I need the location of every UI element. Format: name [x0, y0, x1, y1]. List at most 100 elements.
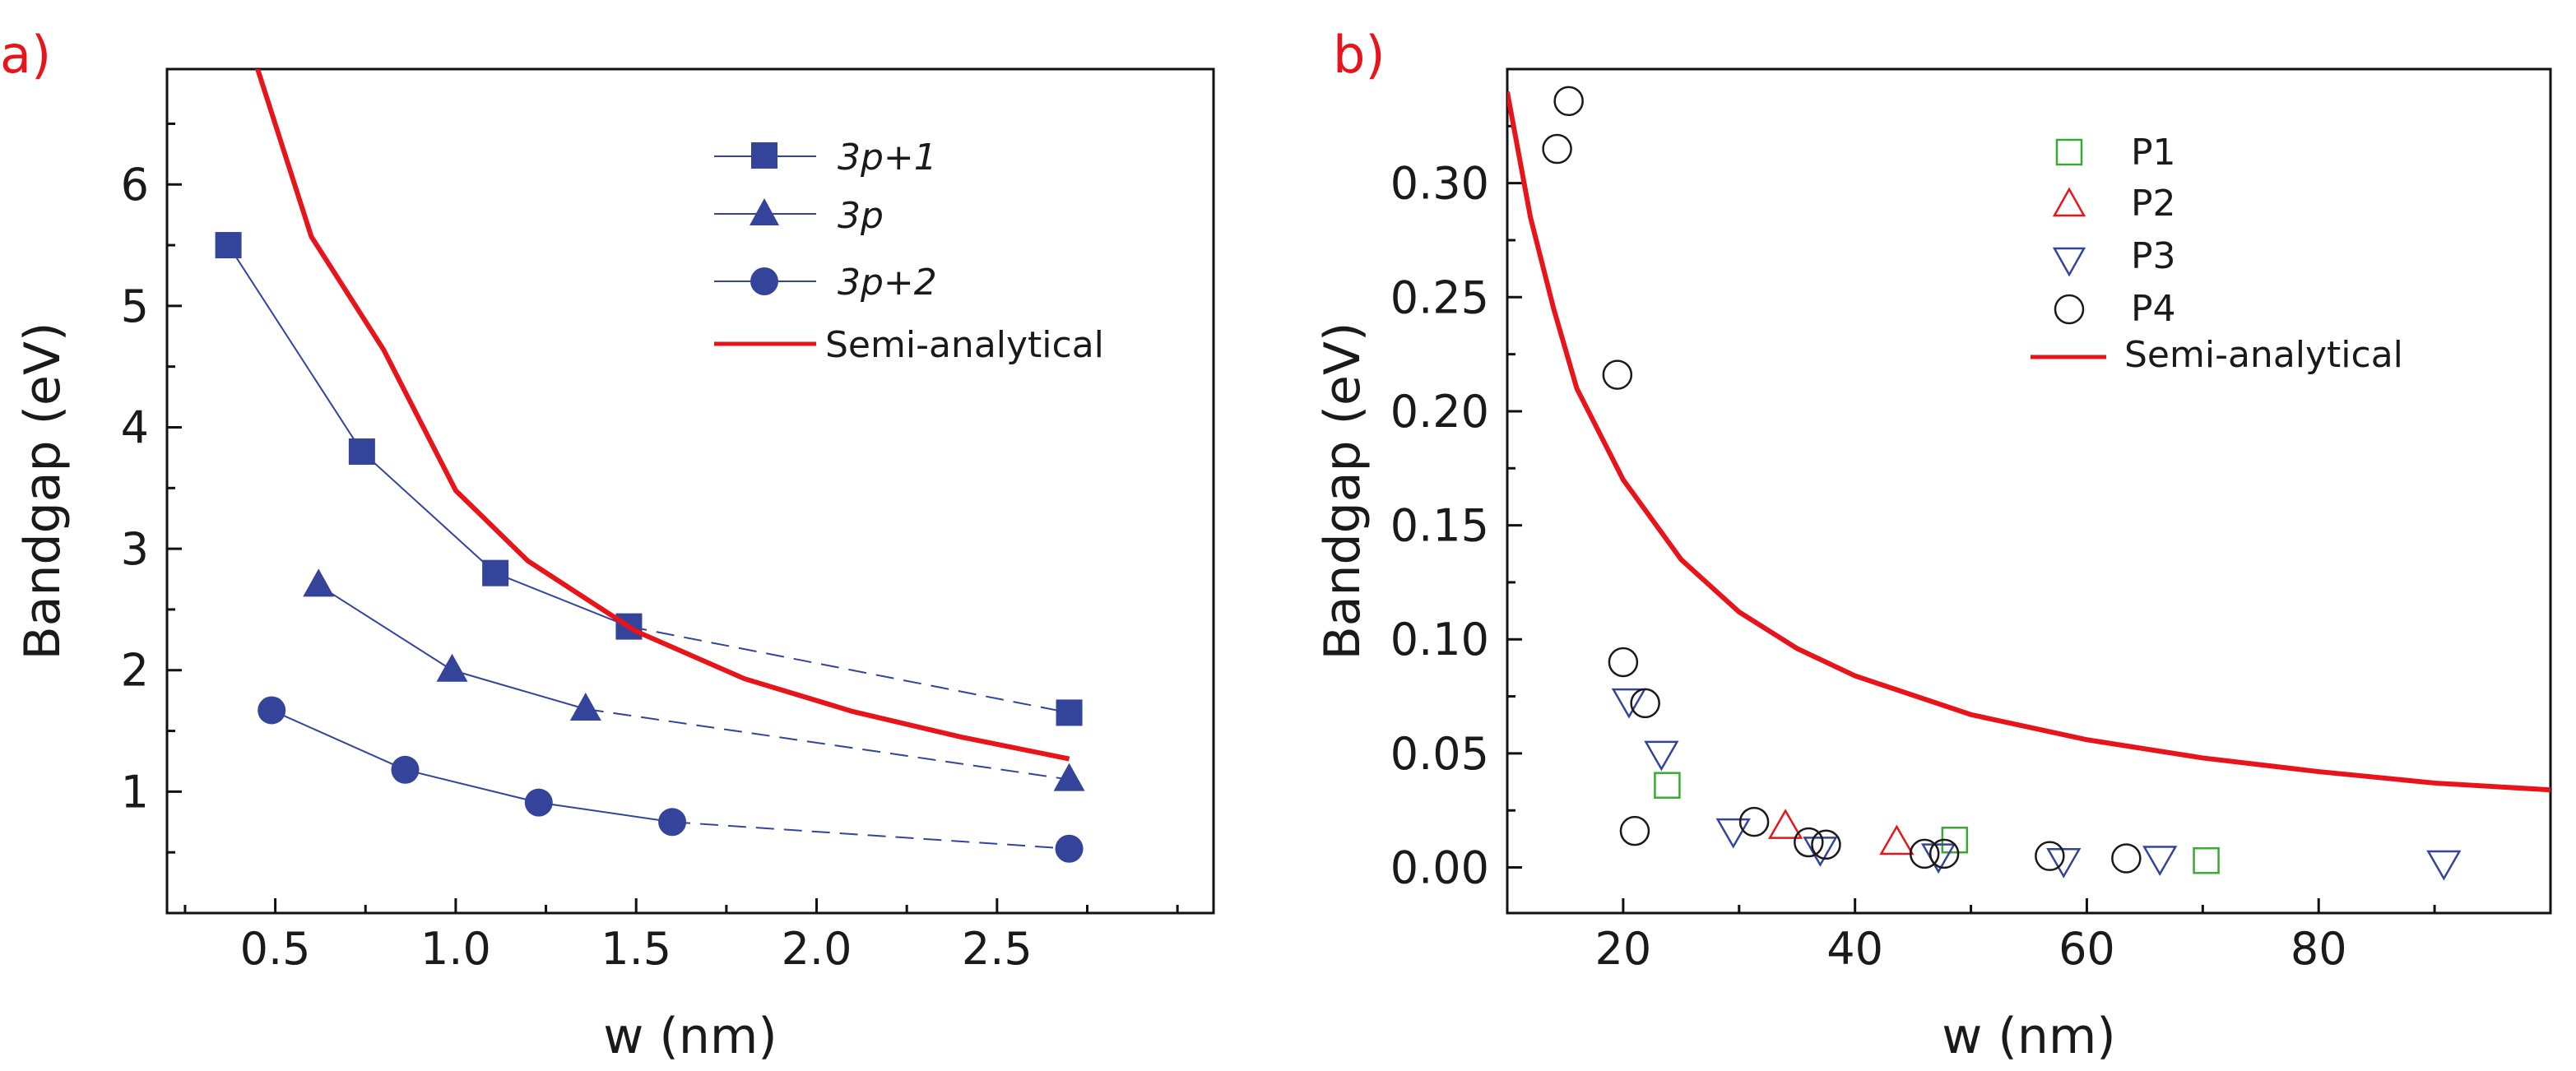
legend-circle-marker — [750, 267, 778, 295]
series-segment-3p-2 — [672, 821, 1070, 850]
panel-a-x-tick-label: 0.5 — [240, 923, 311, 975]
panel-a-x-tick-label: 2.0 — [782, 923, 852, 975]
data-point-3p — [436, 653, 468, 682]
legend-square-marker — [751, 142, 777, 169]
data-point-3p-2 — [391, 755, 420, 784]
data-point-p4 — [1602, 359, 1633, 390]
legend-label-p2: P2 — [2131, 183, 2176, 225]
series-line-semi-analytical — [1507, 91, 2550, 793]
data-point-p4 — [1909, 838, 1940, 869]
data-point-p3 — [1644, 740, 1679, 772]
panel-b-y-tick-label: 0.25 — [1390, 271, 1489, 323]
series-segment-3p-1 — [361, 451, 496, 574]
data-point-p4 — [1619, 815, 1650, 846]
legend-label-3p2: 3p+2 — [838, 262, 937, 304]
data-point-p3 — [2426, 850, 2462, 881]
panel-a-y-tick-label: 3 — [121, 523, 149, 575]
legend-open-triangle-up-marker — [2052, 187, 2086, 217]
data-point-3p-2 — [1055, 834, 1084, 863]
data-point-3p — [303, 568, 335, 597]
panel-b-y-tick-label: 0.05 — [1390, 728, 1489, 780]
data-point-p2 — [1767, 809, 1803, 839]
panel-a-y-tick-label: 2 — [121, 645, 149, 697]
panel-a-ticks — [167, 122, 1179, 913]
data-point-p3 — [2046, 847, 2082, 879]
legend-open-circle-marker — [2054, 294, 2085, 325]
legend-label-3p: 3p — [838, 195, 884, 237]
panel-b-ticks — [1506, 67, 2552, 913]
panel-b-series — [1507, 86, 2550, 881]
panel-b-x-tick-label: 40 — [1826, 923, 1883, 975]
panel-a-y-tick-label: 1 — [121, 766, 149, 818]
legend-triangle-marker — [750, 198, 779, 225]
panel-b-tick-labels: 20 40 60 80 0.00 0.05 0.10 0.15 0.20 0.25 0.30 — [1390, 158, 2347, 975]
data-point-3p-1 — [1056, 699, 1083, 726]
legend-label-p4: P4 — [2131, 288, 2176, 330]
series-segment-3p-2 — [405, 768, 540, 804]
data-point-3p — [1053, 763, 1085, 791]
panel-b-x-tick-label: 60 — [2058, 923, 2115, 975]
data-point-3p-2 — [524, 788, 553, 817]
data-point-p1 — [2193, 846, 2220, 874]
data-point-3p-2 — [258, 696, 286, 725]
panel-b-y-tick-label: 0.20 — [1390, 386, 1489, 438]
data-point-p4 — [1794, 827, 1824, 858]
panel-a-y-axis-title: Bandgap (eV) — [14, 322, 72, 661]
data-point-3p-1 — [348, 438, 375, 466]
panel-b-x-tick-label: 80 — [2291, 923, 2347, 975]
data-point-p3 — [2142, 846, 2178, 876]
data-point-p4 — [2035, 841, 2065, 871]
legend-open-square-marker — [2055, 138, 2083, 166]
panel-a-x-tick-label: 1.0 — [420, 923, 491, 975]
data-point-p1 — [1654, 772, 1681, 799]
panel-a-plot-frame — [165, 67, 1215, 915]
data-point-3p-1 — [482, 559, 509, 586]
data-point-3p-2 — [658, 808, 687, 837]
panel-a-tick-labels: 0.5 1.0 1.5 2.0 2.5 1 2 3 4 5 6 — [121, 159, 1033, 975]
series-segment-3p-1 — [227, 244, 363, 452]
panel-b-label: b) — [1333, 25, 1385, 85]
panel-a-x-tick-label: 2.5 — [962, 923, 1033, 975]
data-point-3p — [569, 692, 601, 721]
panel-b-x-tick-label: 20 — [1595, 923, 1652, 975]
data-point-p4 — [1542, 133, 1572, 165]
panel-a-y-tick-label: 4 — [121, 401, 149, 453]
series-segment-3p — [318, 584, 453, 671]
data-point-p4 — [1630, 688, 1660, 719]
panel-a-y-tick-label: 5 — [121, 280, 149, 332]
data-point-p4 — [1553, 86, 1584, 117]
panel-a-series — [215, 69, 1085, 863]
panel-b-y-tick-label: 0.15 — [1390, 500, 1489, 552]
series-segment-3p — [585, 707, 1070, 781]
series-segment-3p-1 — [494, 572, 629, 628]
data-point-p3 — [1803, 837, 1838, 867]
series-segment-3p — [452, 669, 587, 710]
panel-a-y-tick-label: 6 — [121, 159, 149, 211]
data-point-3p-1 — [215, 232, 242, 259]
panel-a-legend: 3p+1 3p 3p+2 Semi-analytical — [714, 137, 1104, 366]
panel-b-y-tick-label: 0.00 — [1390, 842, 1489, 894]
legend-label-p3: P3 — [2131, 235, 2176, 277]
data-point-p2 — [1879, 824, 1915, 855]
panel-b-plot-frame — [1506, 67, 2552, 915]
data-point-p4 — [1738, 806, 1770, 837]
data-point-p4 — [1608, 647, 1639, 678]
series-line-semi-analytical — [254, 69, 1070, 762]
panel-b-y-tick-label: 0.10 — [1390, 614, 1489, 665]
panel-a-x-tick-label: 1.5 — [601, 923, 671, 975]
series-segment-3p-2 — [271, 709, 406, 771]
legend-label-semi-analytical-a: Semi-analytical — [825, 324, 1104, 366]
legend-label-3p1: 3p+1 — [838, 137, 937, 178]
legend-label-semi-analytical-b: Semi-analytical — [2124, 334, 2403, 376]
legend-label-p1: P1 — [2131, 132, 2176, 174]
data-point-p4 — [2111, 843, 2142, 874]
series-segment-3p-1 — [629, 625, 1070, 714]
panel-a-label: a) — [0, 25, 51, 85]
data-point-p4 — [1929, 838, 1960, 869]
panel-a: a) 0.5 1.0 1.5 2.0 2.5 1 2 3 4 5 6 3p+1 3p 3p+2 Se… — [0, 25, 1215, 1065]
panel-b-legend: P1 P2 P3 P4 Semi-analytical — [2031, 132, 2403, 376]
panel-a-x-axis-title: w (nm) — [603, 1008, 777, 1065]
panel-b: b) 20 40 60 800.000.050.100.150.200.250.30 … — [1314, 25, 2552, 1065]
panel-b-x-axis-title: w (nm) — [1942, 1008, 2115, 1065]
data-point-p3 — [1715, 818, 1751, 849]
